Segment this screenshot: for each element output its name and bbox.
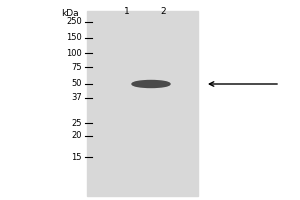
Text: 100: 100 xyxy=(66,48,82,58)
Text: 2: 2 xyxy=(160,7,166,16)
Text: 250: 250 xyxy=(66,18,82,26)
Text: 15: 15 xyxy=(71,152,82,162)
Text: kDa: kDa xyxy=(61,9,79,18)
Text: 150: 150 xyxy=(66,33,82,43)
Text: 50: 50 xyxy=(71,79,82,88)
Ellipse shape xyxy=(132,80,170,88)
Text: 75: 75 xyxy=(71,62,82,72)
Text: 1: 1 xyxy=(124,7,130,16)
Text: 25: 25 xyxy=(71,118,82,128)
Text: 20: 20 xyxy=(71,132,82,140)
Text: 37: 37 xyxy=(71,94,82,102)
Bar xyxy=(87,11,198,196)
